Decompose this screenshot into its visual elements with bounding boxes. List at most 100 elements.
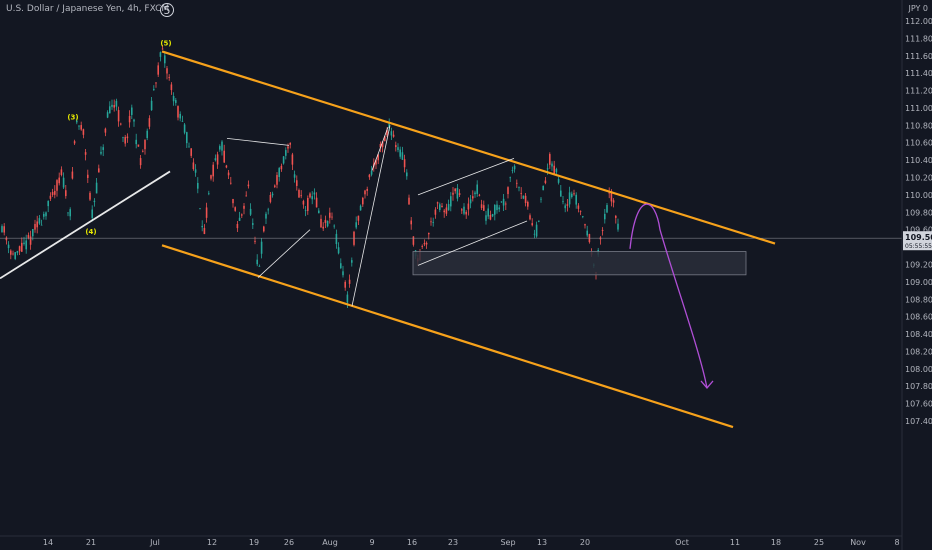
candle-body bbox=[115, 100, 118, 107]
candle-body bbox=[161, 48, 164, 50]
candle-body bbox=[386, 130, 388, 136]
candle-body bbox=[227, 172, 230, 176]
candle-body bbox=[102, 147, 104, 150]
candle-body bbox=[153, 89, 155, 91]
candle-body bbox=[494, 204, 496, 215]
price-badge bbox=[903, 231, 932, 251]
candle-body bbox=[73, 141, 76, 144]
candle-body bbox=[56, 180, 58, 191]
price-tick-label: 108.600 bbox=[905, 313, 932, 322]
price-tick-label: 111.000 bbox=[905, 104, 932, 113]
candle-body bbox=[474, 192, 476, 195]
candle-body bbox=[18, 246, 21, 252]
drawings-layer: (3) (4) (5) 5 bbox=[0, 3, 902, 429]
time-tick-label: 23 bbox=[448, 538, 458, 547]
candle-body bbox=[441, 205, 443, 208]
time-tick-label: 13 bbox=[537, 538, 547, 547]
candle-body bbox=[282, 156, 285, 164]
candle-body bbox=[175, 100, 177, 103]
candle-body bbox=[219, 146, 221, 150]
candle-body bbox=[533, 233, 536, 235]
candle-body bbox=[406, 172, 408, 177]
candle-body bbox=[276, 175, 278, 185]
candle-body bbox=[337, 247, 340, 254]
candle-body bbox=[498, 207, 500, 210]
candle-body bbox=[258, 265, 261, 267]
candle-body bbox=[194, 169, 197, 173]
candle-body bbox=[436, 202, 439, 204]
candle-body bbox=[269, 195, 272, 202]
candle-body bbox=[560, 190, 562, 197]
candle-body bbox=[155, 82, 157, 84]
candle-body bbox=[480, 204, 483, 208]
candle-body bbox=[357, 215, 360, 221]
candle-body bbox=[320, 218, 322, 228]
candle-body bbox=[555, 169, 558, 173]
candle-body bbox=[278, 168, 280, 178]
candle-body bbox=[265, 213, 267, 219]
pattern-line bbox=[371, 126, 389, 171]
candle-body bbox=[522, 195, 525, 199]
candle-body bbox=[267, 209, 269, 211]
candle-body bbox=[71, 171, 74, 179]
candle-body bbox=[122, 137, 124, 139]
candle-body bbox=[69, 209, 71, 217]
candle-body bbox=[601, 229, 604, 231]
projection-arrowhead bbox=[700, 380, 714, 389]
candle-body bbox=[170, 84, 173, 91]
candle-body bbox=[106, 112, 109, 118]
candle-body bbox=[313, 192, 316, 195]
candle-body bbox=[27, 235, 30, 238]
wave-label: (5) bbox=[160, 39, 171, 47]
candle-body bbox=[67, 212, 69, 214]
candle-body bbox=[392, 134, 395, 137]
candle-body bbox=[344, 281, 346, 288]
price-tick-label: 108.400 bbox=[905, 330, 932, 339]
candle-body bbox=[329, 212, 331, 218]
candle-body bbox=[80, 125, 82, 130]
candle-body bbox=[513, 165, 516, 170]
candle-body bbox=[430, 221, 432, 223]
price-tick-label: 112.000 bbox=[905, 17, 932, 26]
candle-body bbox=[381, 141, 384, 148]
candle-body bbox=[478, 194, 481, 196]
candle-body bbox=[236, 223, 239, 229]
candle-body bbox=[307, 197, 309, 211]
time-tick-label: 25 bbox=[814, 538, 824, 547]
candle-body bbox=[23, 242, 25, 244]
candle-body bbox=[412, 236, 415, 245]
candle-body bbox=[289, 143, 291, 145]
candle-body bbox=[564, 205, 566, 209]
time-tick-label: 16 bbox=[407, 538, 417, 547]
candle-body bbox=[293, 174, 296, 178]
candle-body bbox=[241, 214, 243, 216]
candle-body bbox=[238, 217, 241, 221]
candle-body bbox=[32, 228, 34, 237]
candle-body bbox=[188, 146, 190, 148]
candle-body bbox=[384, 136, 386, 142]
candle-body bbox=[379, 143, 382, 148]
candle-body bbox=[16, 250, 19, 253]
candle-body bbox=[133, 119, 135, 122]
axis-corner-label: JPY 0 bbox=[907, 4, 928, 13]
candle-body bbox=[298, 190, 300, 198]
time-tick-label: 20 bbox=[580, 538, 590, 547]
candle-body bbox=[45, 212, 47, 217]
candle-body bbox=[186, 132, 188, 144]
candle-body bbox=[139, 158, 142, 166]
candle-body bbox=[25, 240, 27, 250]
price-tick-label: 110.800 bbox=[905, 121, 932, 130]
candle-body bbox=[181, 120, 184, 122]
candle-body bbox=[256, 259, 258, 265]
wave-circle bbox=[160, 3, 174, 18]
price-tick-label: 108.000 bbox=[905, 365, 932, 374]
candle-body bbox=[527, 201, 529, 207]
channel-lower-line bbox=[161, 244, 734, 429]
candle-body bbox=[95, 182, 98, 194]
candle-body bbox=[454, 188, 456, 192]
time-tick-label: 19 bbox=[249, 538, 259, 547]
pattern-line bbox=[417, 220, 528, 266]
candle-body bbox=[340, 263, 342, 269]
